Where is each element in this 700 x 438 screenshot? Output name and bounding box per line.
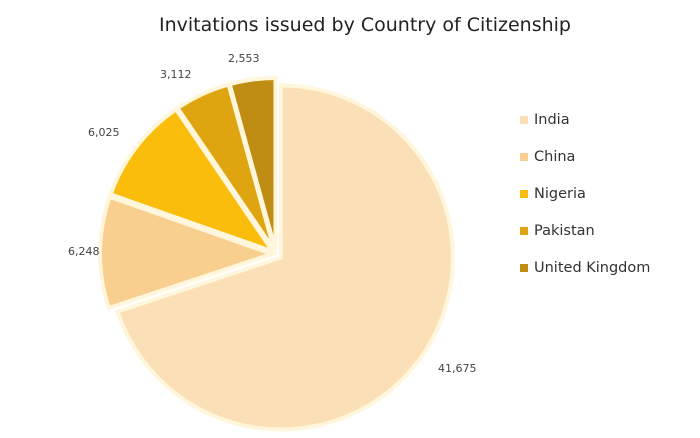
legend-label: China: [534, 149, 575, 165]
data-label: 2,553: [228, 52, 260, 65]
legend-swatch: [520, 264, 528, 272]
pie-slice-china: [98, 194, 279, 311]
pie-slice-united-kingdom: [227, 76, 278, 251]
data-label: 3,112: [160, 68, 192, 81]
legend-swatch: [520, 153, 528, 161]
data-label: 41,675: [438, 362, 477, 375]
data-label: 6,248: [68, 245, 100, 258]
legend-swatch: [520, 190, 528, 198]
pie-slice-nigeria: [108, 106, 278, 256]
legend-label: Nigeria: [534, 186, 586, 202]
legend-swatch: [520, 116, 528, 124]
legend-label: India: [534, 112, 570, 128]
pie-slice-india: [115, 83, 455, 432]
chart-title: Invitations issued by Country of Citizen…: [159, 14, 571, 36]
legend-label: Pakistan: [534, 223, 595, 239]
data-label: 6,025: [88, 126, 120, 139]
legend-label: United Kingdom: [534, 260, 650, 276]
legend-swatch: [520, 227, 528, 235]
